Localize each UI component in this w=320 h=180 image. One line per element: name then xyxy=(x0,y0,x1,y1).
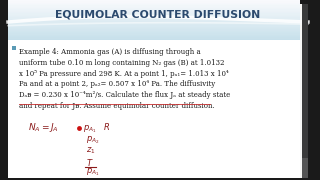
Bar xyxy=(8,9,300,11)
Bar xyxy=(8,11,300,12)
Bar xyxy=(8,24,300,25)
Text: uniform tube 0.10 m long containing N₂ gas (B) at 1.0132: uniform tube 0.10 m long containing N₂ g… xyxy=(19,59,225,67)
Bar xyxy=(8,1,300,3)
Text: Pa and at a point 2, pₐ₂= 0.507 x 10⁴ Pa. The diffusivity: Pa and at a point 2, pₐ₂= 0.507 x 10⁴ Pa… xyxy=(19,80,215,88)
Text: $N_A = J_A$: $N_A = J_A$ xyxy=(28,122,59,134)
Bar xyxy=(8,7,300,8)
Bar xyxy=(8,23,300,24)
Bar xyxy=(8,39,300,40)
Text: Dₐᴃ = 0.230 x 10⁻⁴m²/s. Calculate the flux Jₐ at steady state: Dₐᴃ = 0.230 x 10⁻⁴m²/s. Calculate the fl… xyxy=(19,91,230,99)
Bar xyxy=(8,15,300,16)
Bar xyxy=(8,33,300,35)
Bar xyxy=(8,37,300,39)
Bar xyxy=(8,40,300,178)
Bar xyxy=(8,35,300,36)
Text: Example 4: Ammonia gas (A) is diffusing through a: Example 4: Ammonia gas (A) is diffusing … xyxy=(19,48,201,56)
Bar xyxy=(302,158,308,178)
Bar xyxy=(8,31,300,32)
Bar xyxy=(8,28,300,29)
Bar xyxy=(8,4,300,5)
Bar xyxy=(8,20,300,21)
Text: $z_1$: $z_1$ xyxy=(86,146,96,156)
Bar xyxy=(8,3,300,4)
Bar xyxy=(8,25,300,27)
Bar xyxy=(8,5,300,7)
Text: and repeat for Jᴃ. Assume equimolar counter diffusion.: and repeat for Jᴃ. Assume equimolar coun… xyxy=(19,102,215,110)
Bar xyxy=(8,16,300,17)
Bar xyxy=(8,21,300,23)
Bar xyxy=(8,27,300,28)
Bar xyxy=(8,32,300,33)
Text: $p_{A_1}$   $R$: $p_{A_1}$ $R$ xyxy=(83,121,110,135)
Text: EQUIMOLAR COUNTER DIFFUSION: EQUIMOLAR COUNTER DIFFUSION xyxy=(55,9,260,19)
Bar xyxy=(8,8,300,9)
FancyBboxPatch shape xyxy=(8,4,308,178)
Bar xyxy=(8,36,300,37)
Bar xyxy=(8,13,300,15)
Bar xyxy=(8,29,300,31)
Text: $p_{A_2}$: $p_{A_2}$ xyxy=(86,134,100,146)
Bar xyxy=(8,19,300,20)
Bar xyxy=(8,12,300,13)
Bar xyxy=(12,46,16,50)
Bar xyxy=(8,0,300,1)
Text: $T$: $T$ xyxy=(86,156,94,168)
Text: x 10⁵ Pa pressure and 298 K. At a point 1, pₐ₁= 1.013 x 10⁴: x 10⁵ Pa pressure and 298 K. At a point … xyxy=(19,70,229,78)
Text: $p_{A_1}$: $p_{A_1}$ xyxy=(86,166,100,178)
Bar xyxy=(302,4,308,178)
Bar xyxy=(8,17,300,19)
